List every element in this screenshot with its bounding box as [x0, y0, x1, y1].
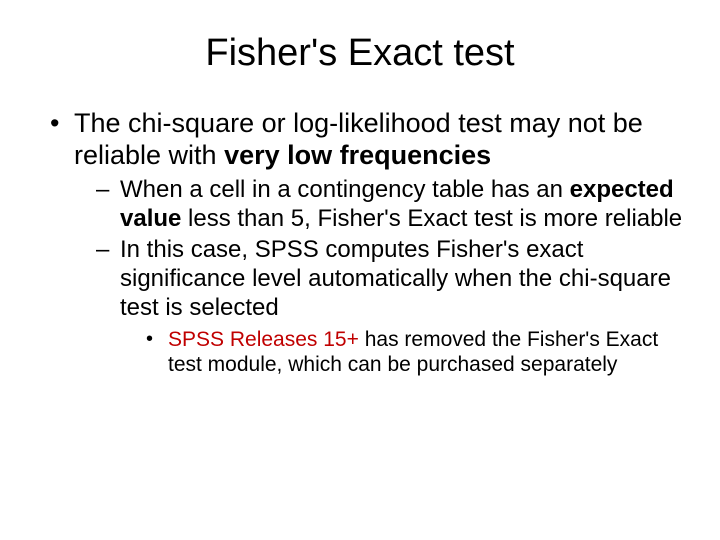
- bullet-list-level1: The chi-square or log-likelihood test ma…: [30, 107, 690, 377]
- bullet1-text-bold: very low frequencies: [224, 140, 491, 170]
- sub3-text-red: SPSS Releases 15+: [168, 328, 359, 351]
- sub2-text: In this case, SPSS computes Fisher's exa…: [120, 236, 671, 321]
- subsub-item-1: SPSS Releases 15+ has removed the Fisher…: [146, 327, 690, 377]
- bullet-list-level2: When a cell in a contingency table has a…: [74, 176, 690, 377]
- sub-item-1: When a cell in a contingency table has a…: [96, 176, 690, 234]
- sub-item-2: In this case, SPSS computes Fisher's exa…: [96, 236, 690, 377]
- slide-container: Fisher's Exact test The chi-square or lo…: [0, 0, 720, 540]
- bullet-item-1: The chi-square or log-likelihood test ma…: [50, 107, 690, 377]
- slide-title: Fisher's Exact test: [30, 32, 690, 75]
- sub1-text-pre: When a cell in a contingency table has a…: [120, 176, 570, 203]
- bullet-list-level3: SPSS Releases 15+ has removed the Fisher…: [120, 327, 690, 377]
- sub1-text-post: less than 5, Fisher's Exact test is more…: [181, 205, 682, 232]
